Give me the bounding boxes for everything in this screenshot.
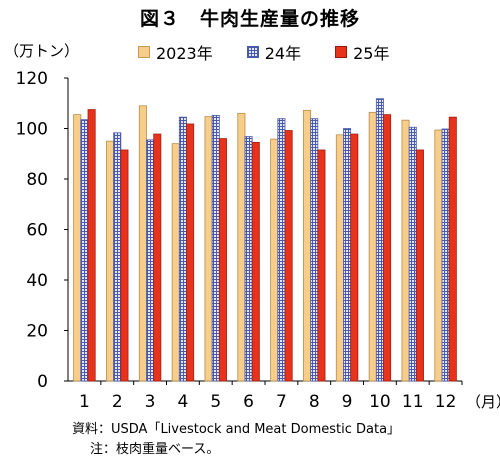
bar-24-month-1	[80, 119, 89, 382]
x-tick-label: 2	[112, 392, 123, 412]
legend-item-2023: 2023年	[138, 40, 213, 64]
y-tick-label: 0	[37, 372, 48, 392]
legend-label-25: 25年	[353, 44, 390, 63]
bar-24-month-6	[244, 136, 253, 382]
bar-24-month-7	[277, 118, 286, 382]
legend-swatch-2023	[138, 46, 150, 58]
bar-2023-month-6	[237, 112, 246, 382]
x-tick-label: 6	[243, 392, 254, 412]
bar-2023-month-8	[303, 109, 312, 382]
x-tick-label: 4	[178, 392, 189, 412]
bar-24-month-4	[178, 116, 187, 382]
bar-24-month-5	[211, 114, 220, 382]
x-tick-label: 11	[402, 392, 424, 412]
x-tick-label: 12	[435, 392, 457, 412]
legend-swatch-25	[335, 46, 348, 58]
chart-title: 図３ 牛肉生産量の推移	[139, 8, 360, 30]
y-tick-label: 120	[16, 69, 48, 89]
bar-25-month-5	[218, 138, 227, 382]
x-tick-label: 8	[309, 392, 320, 412]
bar-25-month-3	[153, 133, 162, 382]
bar-24-month-9	[343, 128, 352, 382]
bar-24-month-2	[113, 132, 122, 382]
bar-2023-month-10	[368, 111, 377, 382]
bar-2023-month-9	[335, 134, 344, 382]
footnotes: 資料：USDA「Livestock and Meat Domestic Data…	[72, 420, 400, 460]
bar-24-month-3	[146, 139, 155, 382]
bar-25-month-1	[87, 109, 96, 382]
bar-25-month-11	[415, 149, 424, 382]
bar-2023-month-5	[204, 116, 213, 382]
bar-25-month-12	[448, 116, 457, 382]
bar-25-month-2	[120, 149, 129, 382]
bar-25-month-10	[383, 114, 392, 382]
x-tick-label: 1	[79, 392, 90, 412]
x-axis-unit: （月）	[466, 393, 500, 411]
legend: 2023年 24年 25年	[138, 40, 423, 64]
bar-2023-month-2	[106, 140, 115, 382]
y-tick-label: 100	[16, 120, 48, 140]
legend-item-24: 24年	[246, 40, 302, 64]
bar-25-month-6	[251, 141, 260, 382]
y-tick-label: 80	[26, 170, 48, 190]
y-tick-label: 20	[26, 322, 48, 342]
bar-2023-month-4	[171, 143, 180, 382]
bar-24-month-8	[310, 118, 319, 382]
bar-2023-month-7	[270, 138, 279, 382]
x-tick-label: 9	[342, 392, 353, 412]
bar-2023-month-1	[73, 114, 82, 382]
legend-item-25: 25年	[335, 40, 389, 64]
bar-2023-month-11	[401, 119, 410, 382]
x-tick-label: 5	[210, 392, 221, 412]
legend-label-24: 24年	[264, 44, 302, 63]
x-tick-label: 10	[369, 392, 391, 412]
source-note: 資料：USDA「Livestock and Meat Domestic Data…	[72, 422, 401, 437]
bar-25-month-8	[317, 149, 326, 382]
weight-note: 注：枝肉重量ベース。	[90, 442, 220, 457]
bar-24-month-12	[441, 128, 450, 382]
x-tick-label: 3	[145, 392, 156, 412]
y-tick-label: 40	[26, 271, 48, 291]
bar-24-month-11	[408, 126, 417, 382]
bar-25-month-4	[186, 123, 195, 382]
legend-label-2023: 2023年	[156, 44, 213, 63]
bar-25-month-7	[284, 130, 293, 382]
bar-2023-month-3	[138, 105, 147, 382]
y-tick-label: 60	[26, 221, 48, 241]
bar-25-month-9	[350, 133, 359, 382]
legend-swatch-24	[246, 46, 259, 58]
y-axis-unit: （万トン）	[4, 42, 80, 60]
bar-24-month-10	[375, 98, 384, 382]
bar-2023-month-12	[434, 129, 443, 382]
x-tick-label: 7	[276, 392, 287, 412]
